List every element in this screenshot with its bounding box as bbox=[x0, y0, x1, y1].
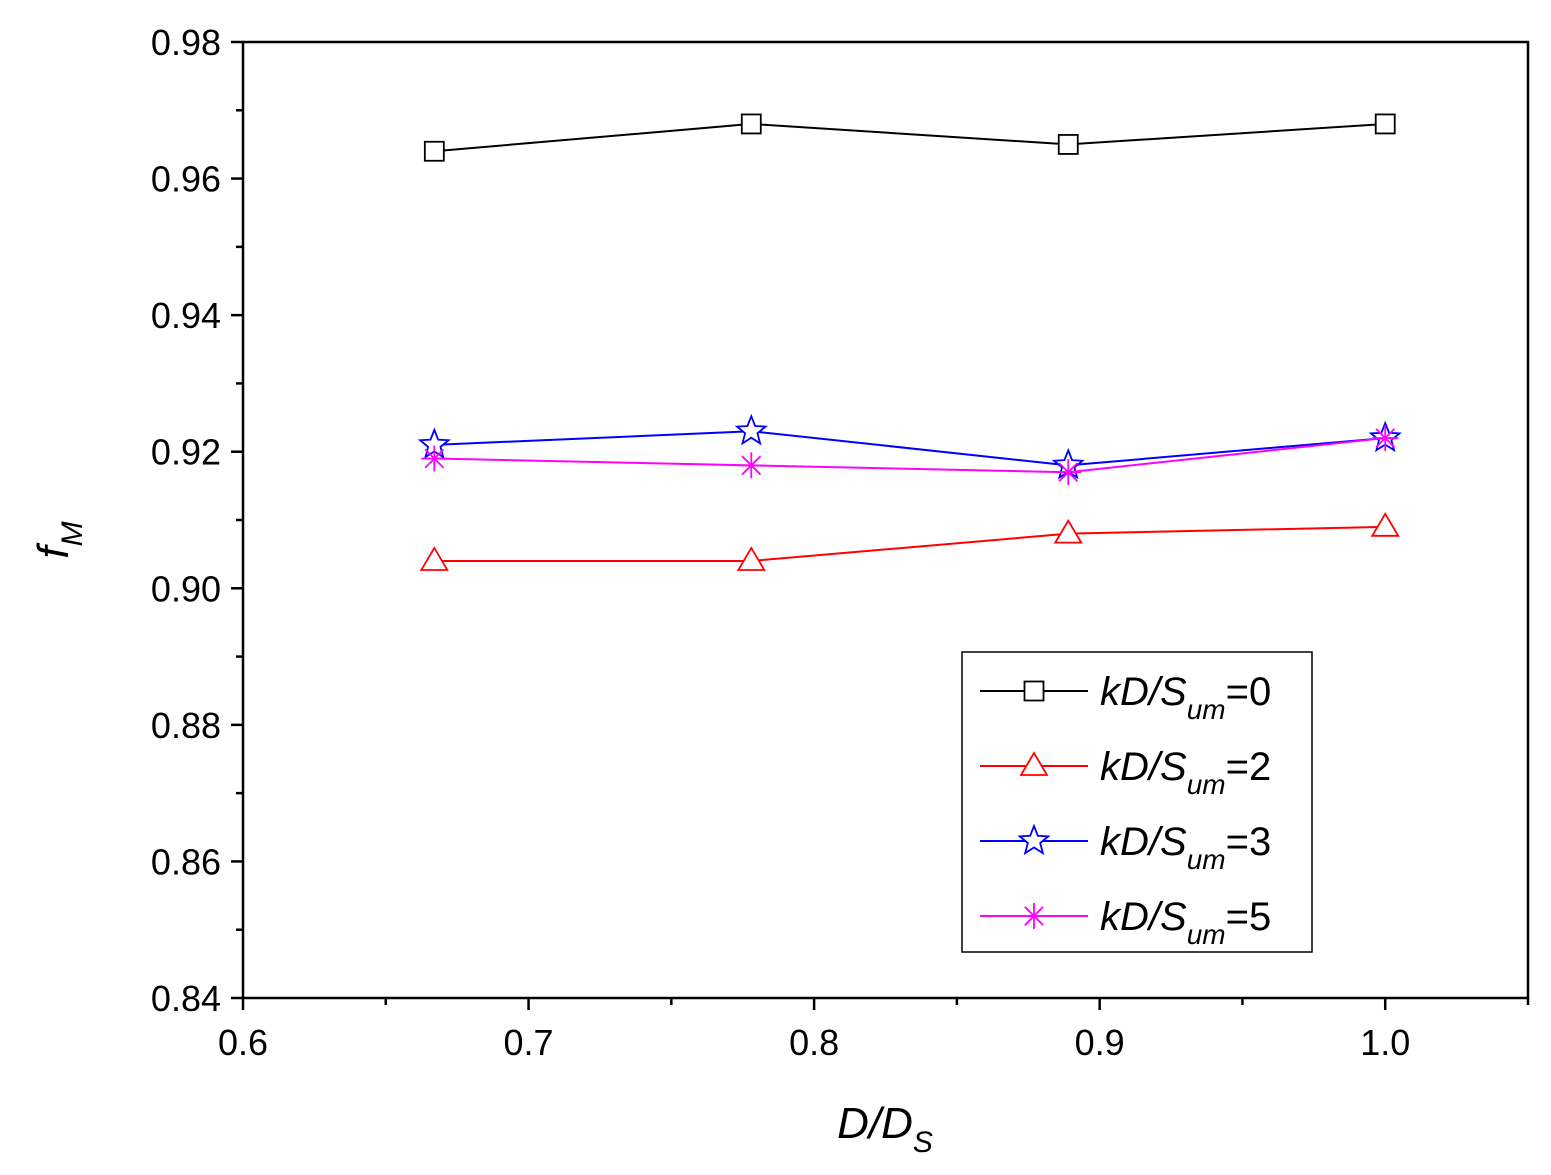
y-tick-label: 0.96 bbox=[151, 159, 221, 200]
legend-entry-1: kD/Sum=2 bbox=[980, 745, 1271, 800]
legend-marker bbox=[1017, 823, 1051, 856]
data-point bbox=[1057, 134, 1079, 155]
data-point bbox=[419, 546, 449, 571]
legend-label: kD/Sum=0 bbox=[1100, 670, 1271, 725]
tick-labels: 0.6 0.7 0.8 0.9 1.0 0.84 0.86 0.88 0.90 0.92 0.94 0… bbox=[151, 22, 1410, 1063]
series-group bbox=[417, 113, 1402, 571]
legend-label-name: kD/S bbox=[1100, 670, 1187, 714]
legend: kD/Sum=0kD/Sum=2kD/Sum=3kD/Sum=5 bbox=[961, 651, 1313, 953]
series-line bbox=[434, 437, 1386, 474]
data-point bbox=[1374, 113, 1396, 135]
x-tick-label: 0.8 bbox=[789, 1022, 839, 1063]
legend-label: kD/Sum=5 bbox=[1100, 895, 1271, 950]
y-tick-label: 0.86 bbox=[151, 841, 221, 882]
legend-marker bbox=[1021, 903, 1047, 929]
series-3 bbox=[421, 425, 1399, 486]
y-tick-label: 0.90 bbox=[151, 568, 221, 609]
series-line bbox=[434, 525, 1386, 562]
data-point bbox=[1372, 425, 1399, 452]
data-point bbox=[738, 452, 765, 479]
x-tick-label: 0.9 bbox=[1075, 1022, 1125, 1063]
legend-label-name: kD/S bbox=[1100, 820, 1187, 864]
data-point bbox=[1055, 459, 1082, 486]
legend-label-sub: um bbox=[1187, 844, 1226, 875]
data-point bbox=[1370, 512, 1400, 537]
data-point bbox=[423, 140, 445, 162]
plot-frame bbox=[241, 40, 1530, 1000]
y-axis-title-sub: M bbox=[56, 521, 89, 546]
legend-marker bbox=[1019, 751, 1049, 776]
data-point bbox=[421, 445, 448, 472]
y-tick-label: 0.88 bbox=[151, 705, 221, 746]
legend-box bbox=[961, 651, 1313, 953]
legend-entry-2: kD/Sum=3 bbox=[980, 820, 1271, 875]
y-tick-label: 0.94 bbox=[151, 295, 221, 336]
y-tick-label: 0.98 bbox=[151, 22, 221, 63]
legend-label-sub: um bbox=[1187, 694, 1226, 725]
legend-label-suffix: =0 bbox=[1226, 670, 1272, 714]
legend-label-sub: um bbox=[1187, 769, 1226, 800]
legend-label-name: kD/S bbox=[1100, 745, 1187, 789]
data-point bbox=[734, 413, 768, 446]
legend-label-suffix: =2 bbox=[1226, 745, 1272, 789]
legend-label: kD/Sum=2 bbox=[1100, 745, 1271, 800]
data-point bbox=[736, 546, 766, 571]
x-tick-label: 0.7 bbox=[504, 1022, 554, 1063]
y-tick-label: 0.92 bbox=[151, 432, 221, 473]
legend-entry-3: kD/Sum=5 bbox=[980, 895, 1271, 950]
legend-label-name: kD/S bbox=[1100, 895, 1187, 939]
series-1 bbox=[419, 512, 1400, 571]
x-axis-title: D/DS bbox=[837, 1099, 933, 1159]
series-line bbox=[434, 122, 1386, 153]
legend-entry-0: kD/Sum=0 bbox=[980, 670, 1271, 725]
series-0 bbox=[423, 113, 1396, 162]
y-axis-title: fM bbox=[29, 521, 89, 558]
series-line bbox=[434, 430, 1386, 467]
y-tick-label: 0.84 bbox=[151, 978, 221, 1019]
x-tick-label: 0.6 bbox=[218, 1022, 268, 1063]
x-axis-title-main: D/D bbox=[837, 1099, 913, 1148]
axis-ticks bbox=[231, 40, 1530, 1010]
legend-marker bbox=[1023, 680, 1045, 702]
data-point bbox=[740, 113, 762, 135]
data-point bbox=[1053, 518, 1083, 544]
x-axis-title-sub: S bbox=[913, 1126, 933, 1159]
legend-label-suffix: =5 bbox=[1226, 895, 1272, 939]
legend-label-suffix: =3 bbox=[1226, 820, 1272, 864]
x-tick-label: 1.0 bbox=[1360, 1022, 1410, 1063]
legend-label: kD/Sum=3 bbox=[1100, 820, 1271, 875]
legend-label-sub: um bbox=[1187, 919, 1226, 950]
